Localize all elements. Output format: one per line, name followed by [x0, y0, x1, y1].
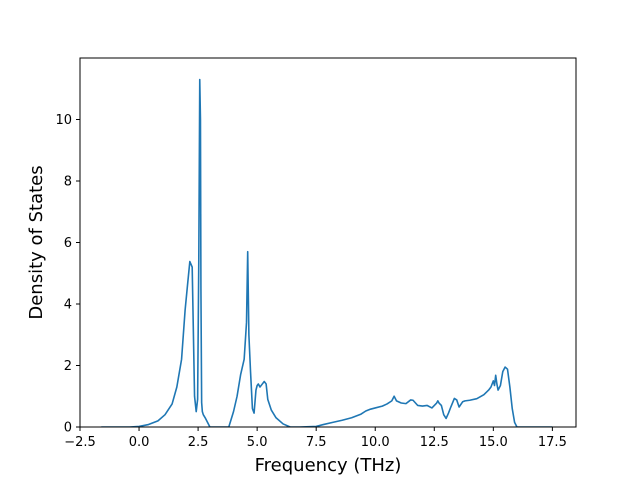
axis-ticks: −2.5 0.0 2.5 5.0 7.5 10.0 12.5 15.0 17.5 0 2 4 6 8 10	[55, 113, 566, 450]
axes-frame	[79, 57, 577, 428]
y-tick-label: 4	[64, 298, 72, 313]
y-tick-label: 6	[64, 236, 72, 251]
y-tick-label: 8	[64, 175, 72, 190]
y-tick-label: 10	[55, 113, 72, 128]
y-axis-label: Density of States	[26, 165, 47, 319]
x-tick-label: 7.5	[306, 435, 327, 450]
plot-area	[101, 78, 553, 427]
x-tick-label: 10.0	[361, 435, 390, 450]
dos-series-line	[101, 78, 553, 427]
x-tick-label: 2.5	[188, 435, 209, 450]
x-tick-label: 0.0	[129, 435, 150, 450]
y-tick-label: 0	[64, 421, 72, 436]
y-tick-label: 2	[64, 359, 72, 374]
x-tick-label: 17.5	[538, 435, 567, 450]
x-tick-label: 5.0	[247, 435, 268, 450]
x-axis-label: Frequency (THz)	[255, 455, 402, 476]
x-tick-label: −2.5	[64, 435, 96, 450]
x-tick-label: 12.5	[420, 435, 449, 450]
x-tick-label: 15.0	[479, 435, 508, 450]
